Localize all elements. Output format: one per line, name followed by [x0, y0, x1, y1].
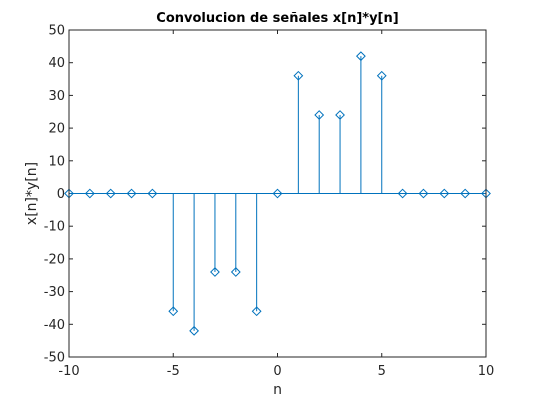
- x-tick-label: 5: [378, 364, 386, 379]
- stem-marker: [439, 188, 450, 199]
- stem-marker: [460, 188, 471, 199]
- stem-marker: [105, 188, 116, 199]
- y-tick-label: -20: [44, 252, 65, 267]
- stem-marker: [126, 188, 137, 199]
- x-tick-label: -10: [58, 364, 79, 379]
- stem-marker: [355, 51, 366, 62]
- y-tick-label: -10: [44, 220, 65, 235]
- stem-marker: [189, 325, 200, 336]
- stem-marker: [168, 306, 179, 317]
- stem-marker: [335, 110, 345, 120]
- stem-marker: [84, 188, 95, 199]
- stem-marker: [418, 188, 429, 199]
- x-tick-label: 0: [273, 364, 281, 379]
- stem-marker: [376, 70, 387, 81]
- y-tick-label: 40: [48, 56, 65, 71]
- y-tick-label: 20: [48, 122, 65, 137]
- y-tick-label: 30: [48, 89, 65, 104]
- chart-title: Convolucion de señales x[n]*y[n]: [156, 11, 398, 26]
- y-tick-label: 10: [48, 154, 65, 169]
- stem-marker: [293, 70, 304, 81]
- y-tick-label: 0: [57, 187, 65, 202]
- stems: [172, 56, 383, 331]
- y-tick-label: 50: [48, 24, 65, 39]
- x-axis-label: n: [273, 382, 282, 398]
- plot-frame: [68, 29, 487, 358]
- stem-marker: [230, 267, 241, 277]
- stem-marker: [210, 267, 220, 277]
- x-tick-label: -5: [167, 364, 180, 379]
- stem-marker: [272, 188, 283, 199]
- y-axis-label: x[n]*y[n]: [24, 162, 40, 225]
- y-tick-label: -50: [44, 351, 65, 366]
- stem-marker: [251, 306, 262, 317]
- stem-marker: [314, 110, 325, 120]
- x-tick-label: 10: [478, 364, 495, 379]
- y-tick-label: -30: [44, 285, 65, 300]
- y-tick-label: -40: [44, 318, 65, 333]
- stem-markers: [64, 51, 491, 336]
- stem-marker: [397, 188, 408, 199]
- stem-marker: [147, 188, 158, 199]
